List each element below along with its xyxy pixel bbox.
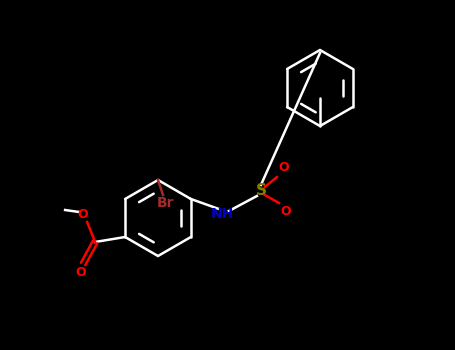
Text: O: O	[76, 266, 86, 279]
Text: O: O	[78, 209, 88, 222]
Text: O: O	[278, 161, 289, 175]
Text: O: O	[281, 205, 291, 218]
Text: S: S	[255, 183, 267, 198]
Text: NH: NH	[210, 207, 233, 221]
Text: Br: Br	[156, 196, 174, 210]
